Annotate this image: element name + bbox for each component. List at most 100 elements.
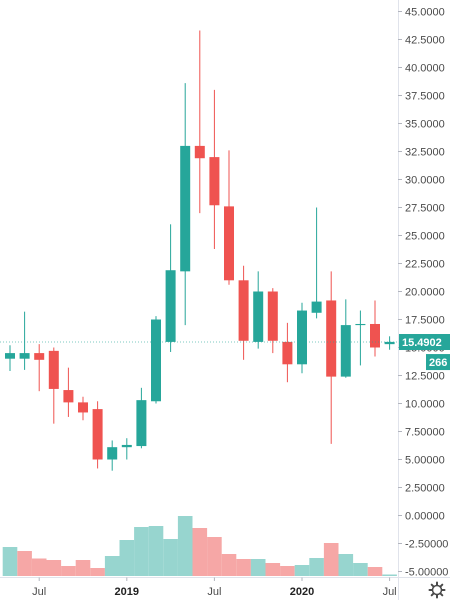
time-tick-label: Jul [32,586,46,598]
candle-body [311,301,322,313]
candle-body [209,157,220,206]
price-tick-label: 5.00000 [405,455,445,467]
candle-body [355,323,366,326]
price-axis[interactable]: 45.0000 42.5000 40.0000 37.5000 35.0000 32.50… [398,7,448,579]
price-tick-label: 32.5000 [405,147,445,159]
volume-bar [177,516,193,576]
volume-bar [294,565,310,576]
candle-body [253,291,264,342]
price-tick-label: 42.5000 [405,35,445,47]
price-tick-label: 7.50000 [405,427,445,439]
price-tick-label: 10.0000 [405,399,445,411]
candle-body [180,145,191,272]
candle [194,30,205,214]
volume-bar [353,563,368,576]
candle-body [340,325,351,377]
volume-bar [265,563,281,576]
candle [282,322,293,383]
price-tick-label: 35.0000 [405,119,445,131]
candle [92,401,103,469]
volume-bar [207,537,222,576]
candles [5,30,395,471]
price-tick-label: 22.5000 [405,259,445,271]
candle [384,336,395,350]
gear-hub [431,584,443,596]
volume-bar [163,539,178,576]
last-price-badge [399,334,450,351]
price-tick-label: -2.50000 [405,539,448,551]
volume-bar [119,540,135,576]
price-tick-label: -5.00000 [405,567,448,579]
volume-bar [2,547,18,576]
volume-bar [309,558,324,576]
candle [121,438,132,460]
time-tick-label: 2020 [290,586,314,598]
volume-bar [75,560,91,576]
candle [136,387,147,449]
candle [238,265,249,360]
time-tick-label: 2019 [115,586,139,598]
volume-bar [61,566,76,576]
candle-body [121,444,132,448]
volume-bar [280,566,295,576]
candle [297,302,307,374]
candle-body [19,353,30,359]
volume-bar [221,554,237,576]
candle-body [63,390,74,403]
candle-body [326,300,337,377]
price-tick-label: 37.5000 [405,91,445,103]
volume-bar [323,543,339,576]
candle-body [78,402,88,413]
volume-bar [236,559,251,576]
candle [180,83,191,326]
volume-bar [17,551,32,576]
candle-body [107,447,118,460]
candle [107,440,118,471]
volume-bar [148,526,164,576]
price-tick-label: 20.0000 [405,287,445,299]
candle-body [238,280,249,341]
price-tick-label: 2.50000 [405,483,445,495]
candle [370,300,380,357]
time-axis[interactable]: Jul 2019 Jul 2020 Jul [32,577,397,599]
gear-icon[interactable] [428,581,446,599]
volume-badge-label: 266 [429,357,447,369]
price-tick-label: 12.5000 [405,371,445,383]
candle-body [92,409,103,460]
candle-body [5,353,15,359]
candle-body [194,145,205,159]
candle-body [136,400,147,447]
volume-bar [338,554,354,576]
candle-body [48,350,59,389]
price-tick-label: 27.5000 [405,203,445,215]
volume-bars [2,516,397,576]
candle [48,347,59,424]
volume-bar [367,567,383,576]
price-tick-label: 45.0000 [405,7,445,19]
volume-bar [104,556,120,576]
candle [165,224,176,352]
candle-body [297,310,307,365]
price-tick-label: 30.0000 [405,175,445,187]
candle [19,311,30,370]
candle-body [224,206,234,281]
candle [5,345,15,372]
volume-bar [134,527,149,576]
price-tick-label: 40.0000 [405,63,445,75]
volume-bar [31,558,47,576]
volume-bar [192,528,208,576]
price-tick-label: 0.00000 [405,511,445,523]
candle-body [384,341,395,345]
candle [34,344,45,392]
price-tick-label: 25.0000 [405,231,445,243]
price-badges: 266 15.4902 [399,334,450,371]
candle-body [282,341,293,365]
volume-bar [250,559,266,576]
volume-bar [382,574,397,576]
candle [63,367,74,417]
volume-bar [46,560,62,576]
candle [209,89,220,249]
candle [267,288,278,354]
candle [151,316,161,404]
